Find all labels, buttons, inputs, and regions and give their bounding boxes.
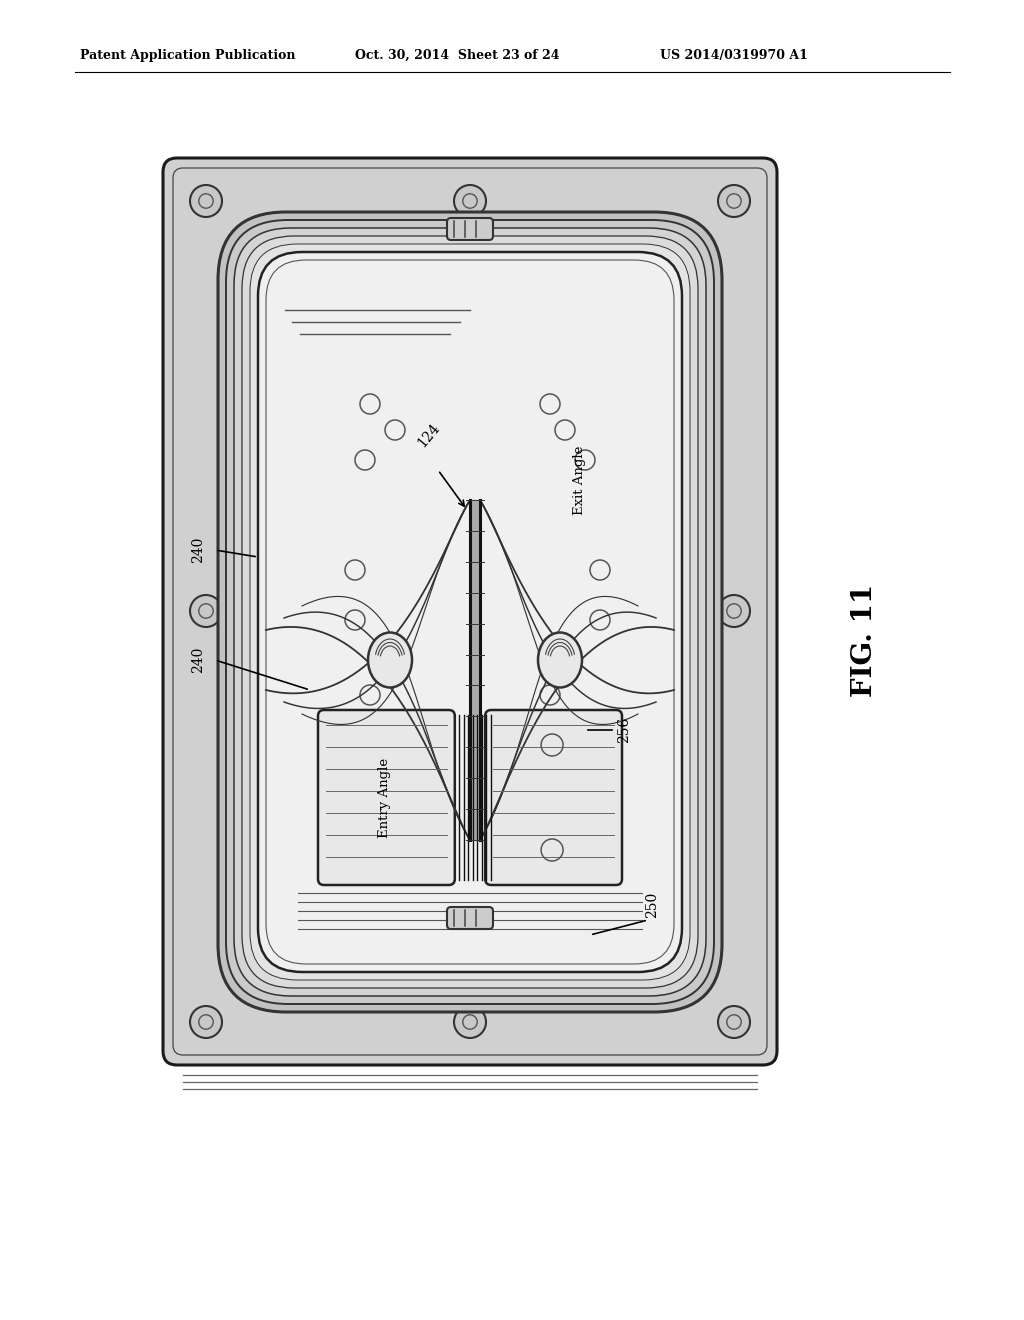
FancyBboxPatch shape <box>163 158 777 1065</box>
Text: 256: 256 <box>617 717 631 743</box>
FancyBboxPatch shape <box>242 236 698 987</box>
Ellipse shape <box>368 632 412 688</box>
Circle shape <box>718 595 750 627</box>
Circle shape <box>718 1006 750 1038</box>
Text: Oct. 30, 2014  Sheet 23 of 24: Oct. 30, 2014 Sheet 23 of 24 <box>355 49 559 62</box>
FancyBboxPatch shape <box>485 710 622 884</box>
Circle shape <box>190 595 222 627</box>
FancyBboxPatch shape <box>226 220 714 1005</box>
Ellipse shape <box>538 632 582 688</box>
Text: US 2014/0319970 A1: US 2014/0319970 A1 <box>660 49 808 62</box>
Text: Exit Angle: Exit Angle <box>573 445 587 515</box>
Circle shape <box>190 1006 222 1038</box>
Text: Entry Angle: Entry Angle <box>379 758 391 838</box>
Circle shape <box>190 185 222 216</box>
Text: FIG. 11: FIG. 11 <box>852 583 879 697</box>
Circle shape <box>454 185 486 216</box>
FancyBboxPatch shape <box>234 228 706 997</box>
Text: 124: 124 <box>415 420 442 450</box>
Text: 240: 240 <box>191 537 205 564</box>
FancyBboxPatch shape <box>447 218 493 240</box>
Text: Patent Application Publication: Patent Application Publication <box>80 49 296 62</box>
FancyBboxPatch shape <box>447 907 493 929</box>
FancyBboxPatch shape <box>258 252 682 972</box>
Text: 250: 250 <box>645 892 659 919</box>
Circle shape <box>454 1006 486 1038</box>
FancyBboxPatch shape <box>250 244 690 979</box>
FancyBboxPatch shape <box>218 213 722 1012</box>
Text: 240: 240 <box>191 647 205 673</box>
FancyBboxPatch shape <box>318 710 455 884</box>
Circle shape <box>718 185 750 216</box>
